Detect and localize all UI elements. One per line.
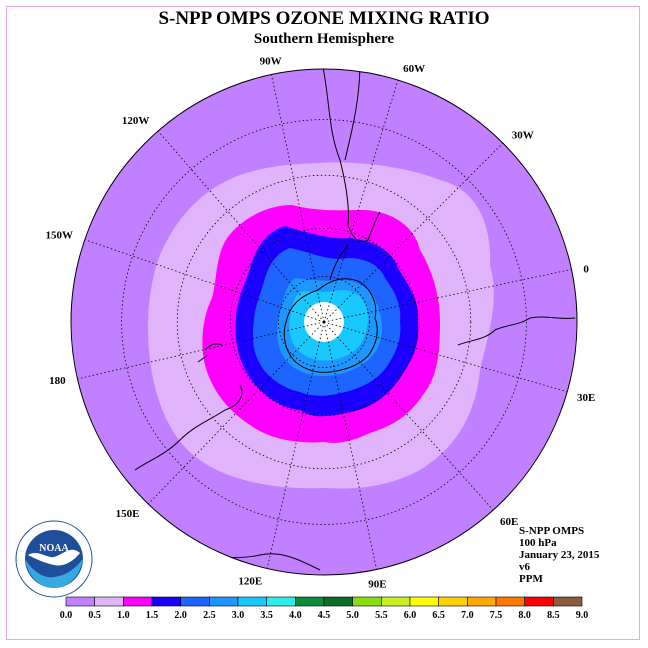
instrument-label: S-NPP OMPS [519, 525, 585, 537]
longitude-labels: 90W 60W 30W 0 30E 60E 90E 120E 150E 180 150W 120W [46, 56, 596, 591]
australia-coast [134, 384, 243, 471]
pole-marker [322, 320, 326, 324]
longitude-label: 90E [368, 578, 386, 590]
longitude-label: 60E [500, 516, 518, 528]
longitude-label: 120W [122, 115, 150, 127]
pressure-level-label: 100 hPa [519, 537, 557, 549]
noaa-logo: NOAA [15, 520, 93, 598]
latitude-circle [176, 174, 472, 470]
latitude-circle [229, 227, 419, 417]
map-border [70, 68, 578, 576]
longitude-label: 0 [583, 264, 589, 276]
antarctic-peninsula [329, 244, 349, 281]
graticule [77, 74, 572, 570]
africa-coast [457, 316, 576, 346]
version-label: v6 [519, 561, 530, 573]
south-america-coast [321, 69, 381, 243]
units-label: PPM [519, 573, 543, 585]
longitude-label: 30W [512, 129, 534, 141]
coastlines [134, 69, 576, 571]
info-box: S-NPP OMPS 100 hPa January 23, 2015 v6 P… [519, 525, 599, 585]
page-subtitle: Southern Hemisphere [253, 31, 395, 47]
longitude-label: 60W [403, 63, 425, 75]
latitude-circle [278, 276, 370, 368]
antarctica-coast [283, 278, 378, 373]
longitude-label: 30E [577, 392, 595, 404]
longitude-label: 150W [46, 229, 74, 241]
longitude-label: 120E [238, 575, 262, 587]
date-label: January 23, 2015 [519, 549, 600, 561]
longitude-label: 90W [260, 56, 282, 68]
longitude-label: 150E [116, 508, 140, 520]
longitude-label: 180 [49, 375, 66, 387]
noaa-logo-text: NOAA [39, 543, 69, 554]
page-title: S-NPP OMPS OZONE MIXING RATIO [158, 8, 490, 29]
latitude-circle [121, 119, 527, 525]
